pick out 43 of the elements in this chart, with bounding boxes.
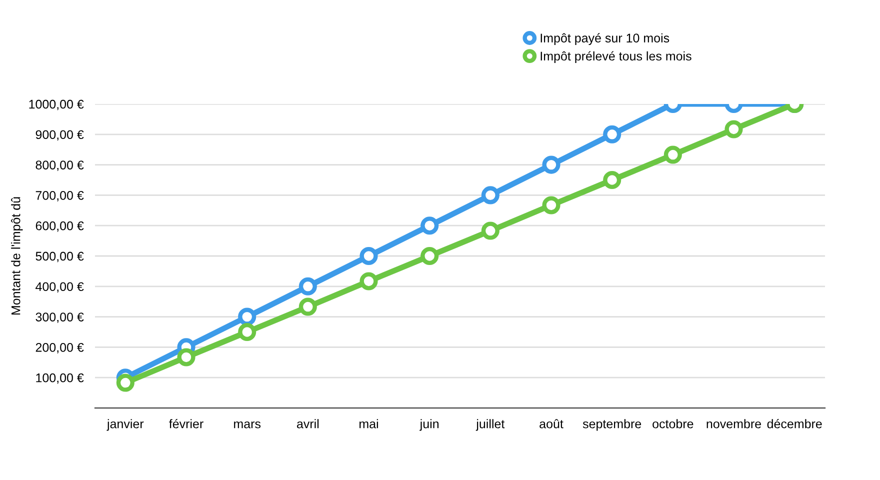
x-tick-label: septembre xyxy=(582,419,642,431)
y-tick-label: 500,00 € xyxy=(36,252,84,262)
x-tick-label: décembre xyxy=(767,418,822,428)
y-tick-label: 100,00 € xyxy=(36,373,84,384)
point xyxy=(298,277,317,296)
x-tick-label: février xyxy=(169,418,204,428)
point xyxy=(481,222,500,240)
y-tick-label: 700,00 € xyxy=(36,191,84,202)
x-tick-label: juillet xyxy=(476,419,505,431)
y-axis-title: Montant de l'impôt dû xyxy=(11,197,23,315)
y-tick-label: 400,00 € xyxy=(36,282,84,293)
point xyxy=(481,186,500,204)
x-tick-label: janvier xyxy=(106,419,144,431)
point xyxy=(238,308,256,326)
x-tick-label: octobre xyxy=(652,419,694,428)
point xyxy=(298,298,317,316)
y-tick-label: 800,00 € xyxy=(36,160,84,171)
x-tick-label: novembre xyxy=(706,419,761,428)
point xyxy=(360,272,378,290)
point xyxy=(360,246,378,266)
point xyxy=(664,146,682,164)
x-tick-label: mars xyxy=(234,421,261,428)
point xyxy=(177,348,196,366)
point xyxy=(420,216,439,235)
point xyxy=(116,374,134,392)
point xyxy=(542,156,560,174)
y-tick-label: 300,00 € xyxy=(36,312,84,323)
y-tick-label: 600,00 € xyxy=(36,221,84,232)
x-tick-label: mai xyxy=(360,419,378,428)
y-tick-label: 1000,00 € xyxy=(29,100,84,110)
point xyxy=(420,246,439,266)
point xyxy=(603,125,622,144)
point xyxy=(603,170,622,190)
point xyxy=(724,120,743,138)
x-tick-label: août xyxy=(540,419,564,428)
y-tick-label: 900,00 € xyxy=(36,130,84,141)
point xyxy=(238,322,256,342)
legend-label: Impôt payé sur 10 mois xyxy=(540,33,670,45)
x-tick-label: avril xyxy=(296,419,319,428)
legend-label: Impôt prélevé tous les mois xyxy=(540,51,692,64)
x-tick-label: juin xyxy=(420,419,438,431)
y-tick-label: 200,00 € xyxy=(36,343,84,354)
point xyxy=(542,196,560,214)
